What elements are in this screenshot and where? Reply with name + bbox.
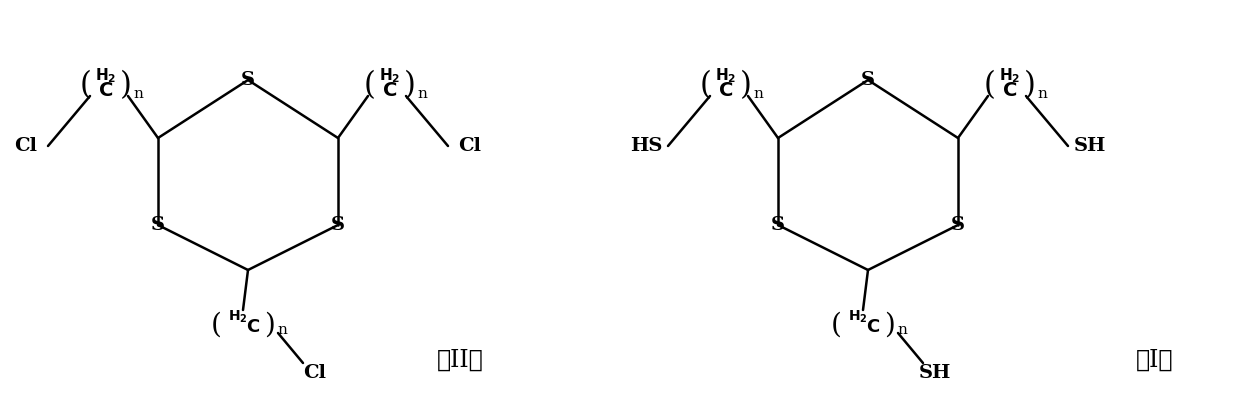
Text: 式II；: 式II； (436, 348, 484, 371)
Text: (: ( (985, 70, 996, 101)
Text: n: n (897, 323, 906, 337)
Text: n: n (1037, 87, 1047, 101)
Text: ): ) (120, 70, 131, 101)
Text: (: ( (365, 70, 376, 101)
Text: $\mathbf{C}$: $\mathbf{C}$ (98, 82, 114, 101)
Text: $\mathbf{C}$: $\mathbf{C}$ (718, 82, 734, 101)
Text: $\mathbf{H_2}$: $\mathbf{H_2}$ (379, 67, 401, 86)
Text: $\mathbf{C}$: $\mathbf{C}$ (382, 82, 398, 101)
Text: S: S (771, 216, 785, 234)
Text: S: S (241, 71, 255, 89)
Text: S: S (331, 216, 345, 234)
Text: ): ) (404, 70, 415, 101)
Text: $\mathbf{H_2}$: $\mathbf{H_2}$ (228, 309, 248, 325)
Text: Cl: Cl (304, 364, 326, 382)
Text: (: ( (701, 70, 712, 101)
Text: HS: HS (630, 137, 662, 155)
Text: n: n (753, 87, 763, 101)
Text: (: ( (831, 312, 842, 339)
Text: $\mathbf{H_2}$: $\mathbf{H_2}$ (715, 67, 737, 86)
Text: (: ( (81, 70, 92, 101)
Text: $\mathbf{H_2}$: $\mathbf{H_2}$ (848, 309, 868, 325)
Text: ): ) (264, 312, 275, 339)
Text: $\mathbf{H_2}$: $\mathbf{H_2}$ (95, 67, 117, 86)
Text: n: n (417, 87, 427, 101)
Text: $\mathbf{C}$: $\mathbf{C}$ (246, 318, 260, 336)
Text: SH: SH (1074, 137, 1106, 155)
Text: S: S (861, 71, 875, 89)
Text: ): ) (740, 70, 751, 101)
Text: Cl: Cl (15, 137, 37, 155)
Text: 式I；: 式I； (1136, 348, 1174, 371)
Text: ): ) (1024, 70, 1035, 101)
Text: n: n (133, 87, 143, 101)
Text: $\mathbf{H_2}$: $\mathbf{H_2}$ (999, 67, 1021, 86)
Text: S: S (151, 216, 165, 234)
Text: ): ) (884, 312, 895, 339)
Text: S: S (951, 216, 965, 234)
Text: n: n (277, 323, 286, 337)
Text: Cl: Cl (459, 137, 481, 155)
Text: (: ( (211, 312, 222, 339)
Text: $\mathbf{C}$: $\mathbf{C}$ (866, 318, 880, 336)
Text: $\mathbf{C}$: $\mathbf{C}$ (1002, 82, 1018, 101)
Text: SH: SH (919, 364, 951, 382)
